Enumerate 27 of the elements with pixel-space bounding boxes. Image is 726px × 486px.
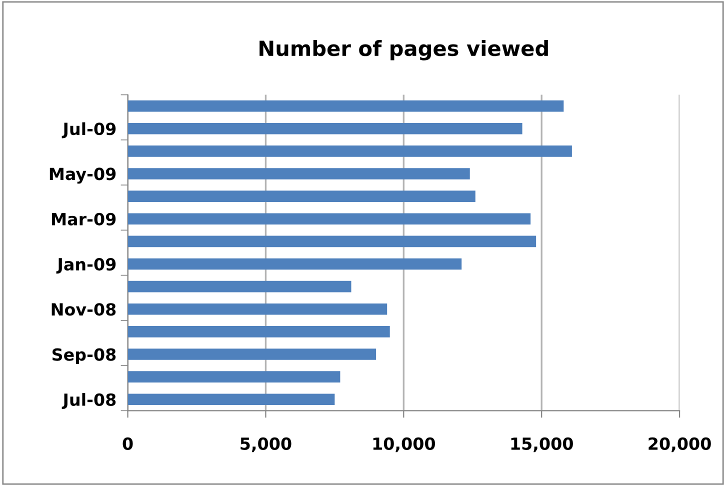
bar — [128, 213, 531, 225]
x-tick-label: 20,000 — [648, 437, 711, 452]
x-tick-label: 15,000 — [511, 437, 573, 452]
bar — [128, 326, 390, 338]
bar — [128, 100, 564, 112]
bar — [128, 236, 536, 248]
bar — [128, 168, 470, 180]
y-tick-label: Jul-09 — [62, 122, 116, 138]
x-tick-label: 0 — [122, 437, 133, 450]
y-tick-label: Mar-09 — [52, 212, 116, 226]
bar — [128, 122, 522, 134]
y-tick-label: Sep-08 — [52, 348, 116, 364]
bar — [128, 190, 476, 202]
bar — [128, 258, 462, 270]
bar — [128, 394, 335, 406]
y-tick-label: Jul-08 — [62, 393, 116, 410]
y-tick-label: Jan-09 — [56, 258, 116, 274]
bar — [128, 280, 352, 292]
bar — [128, 371, 340, 382]
y-tick-label: Nov-08 — [52, 303, 116, 316]
bar — [128, 348, 376, 360]
y-tick-label: May-09 — [50, 168, 116, 184]
bar — [128, 303, 388, 315]
x-tick-label: 5,000 — [240, 437, 292, 452]
x-tick-label: 10,000 — [373, 437, 436, 452]
bar — [128, 146, 572, 157]
chart-title: Number of pages viewed — [260, 40, 548, 60]
